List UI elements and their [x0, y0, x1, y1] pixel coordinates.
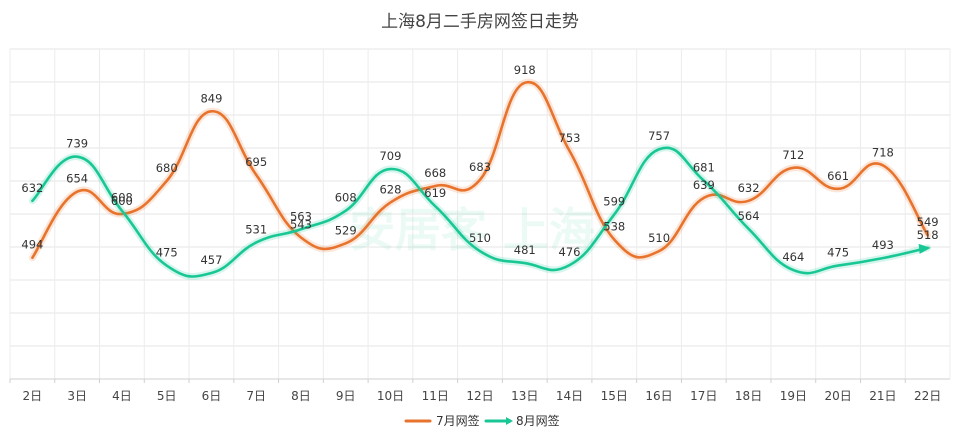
x-tick-label: 10日 [377, 389, 404, 403]
data-label: 709 [379, 149, 401, 163]
x-tick-label: 8日 [291, 389, 311, 403]
data-label: 600 [111, 194, 133, 208]
x-tick-label: 4日 [112, 389, 132, 403]
data-label: 475 [156, 246, 178, 260]
x-tick-label: 5日 [157, 389, 177, 403]
data-label: 668 [424, 166, 446, 180]
data-label: 529 [335, 223, 357, 237]
series-arrow-head [918, 243, 931, 254]
data-label: 739 [66, 137, 88, 151]
data-label: 661 [827, 169, 849, 183]
legend-label: 7月网签 [436, 413, 480, 428]
data-label: 475 [827, 246, 849, 260]
data-label: 718 [872, 145, 894, 159]
data-label: 563 [290, 209, 312, 223]
legend-label: 8月网签 [516, 413, 560, 428]
chart-title: 上海8月二手房网签日走势 [381, 12, 579, 32]
watermark-text: 安居客 上海 [349, 203, 595, 257]
x-tick-label: 3日 [67, 389, 87, 403]
x-tick-label: 15日 [601, 389, 628, 403]
x-tick-label: 13日 [511, 389, 538, 403]
x-tick-label: 9日 [336, 389, 356, 403]
data-label: 510 [648, 231, 670, 245]
data-label: 654 [66, 172, 88, 186]
data-label: 493 [872, 238, 894, 252]
data-label: 608 [111, 191, 133, 205]
data-label: 849 [200, 91, 222, 105]
data-label: 628 [379, 182, 401, 196]
data-label: 510 [469, 231, 491, 245]
x-tick-label: 21日 [869, 389, 896, 403]
data-label: 632 [738, 181, 760, 195]
data-label: 538 [603, 220, 625, 234]
data-label: 608 [335, 191, 357, 205]
data-label: 753 [559, 131, 581, 145]
data-labels: 494 654 600 680 849 695 543 529 628 668 683 918 753 5… [21, 63, 938, 267]
data-label: 457 [200, 253, 222, 267]
x-tick-label: 18日 [735, 389, 762, 403]
data-label: 680 [156, 161, 178, 175]
data-label: 757 [648, 129, 670, 143]
legend-item[interactable]: 8月网签 [484, 413, 560, 428]
data-label: 683 [469, 160, 491, 174]
data-label: 712 [782, 148, 804, 162]
series-line [31, 80, 929, 260]
data-label: 476 [559, 245, 581, 259]
data-label: 639 [693, 178, 715, 192]
data-label: 543 [290, 218, 312, 232]
legend[interactable]: 7月网签 8月网签 [404, 413, 560, 428]
x-tick-label: 7日 [246, 389, 266, 403]
data-label: 518 [917, 228, 939, 242]
legend-item[interactable]: 7月网签 [404, 413, 480, 428]
data-label: 632 [21, 181, 43, 195]
x-tick-label: 11日 [422, 389, 449, 403]
data-label: 531 [245, 222, 267, 236]
data-label: 481 [514, 243, 536, 257]
legend-arrow-icon [506, 417, 513, 425]
data-label: 464 [782, 250, 804, 264]
x-tick-label: 14日 [556, 389, 583, 403]
watermark: 安居客 上海 [349, 203, 595, 257]
x-tick-label: 16日 [645, 389, 672, 403]
data-label: 619 [424, 186, 446, 200]
x-tick-label: 20日 [824, 389, 851, 403]
x-tick-label: 19日 [780, 389, 807, 403]
x-tick-label: 2日 [23, 389, 43, 403]
series-lines [28, 78, 932, 280]
x-tick-label: 12日 [466, 389, 493, 403]
x-tick-label: 6日 [202, 389, 222, 403]
data-label: 681 [693, 161, 715, 175]
data-label: 549 [917, 215, 939, 229]
x-tick-label: 22日 [914, 389, 941, 403]
data-label: 695 [245, 155, 267, 169]
x-tick-label: 17日 [690, 389, 717, 403]
data-label: 599 [603, 194, 625, 208]
x-axis-ticks: 2日 3日 4日 5日 6日 7日 8日 9日 10日 11日 12日 13日 14日 15日 16日 17日… [9, 379, 941, 403]
grid [9, 48, 951, 380]
data-label: 564 [738, 209, 760, 223]
series-line [31, 146, 929, 278]
data-label: 918 [514, 63, 536, 77]
data-label: 494 [21, 238, 43, 252]
